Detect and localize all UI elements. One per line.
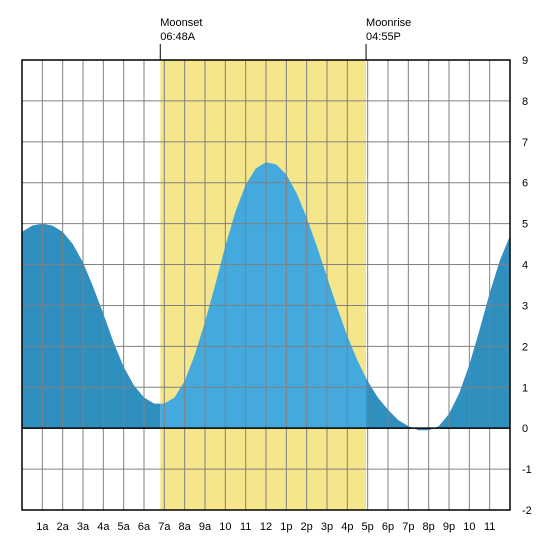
x-tick-label: 2p	[301, 521, 313, 533]
x-tick-label: 8p	[423, 521, 435, 533]
x-tick-label: 6p	[382, 521, 394, 533]
y-tick-label: 5	[522, 219, 528, 231]
y-tick-label: -2	[522, 505, 532, 517]
annotation-time: 04:55P	[366, 31, 401, 43]
x-tick-label: 7p	[402, 521, 414, 533]
x-tick-label: 10	[463, 521, 475, 533]
y-tick-label: 9	[522, 55, 528, 67]
x-tick-label: 5p	[362, 521, 374, 533]
x-tick-label: 4a	[97, 521, 110, 533]
annotation-label: Moonrise	[366, 17, 411, 29]
x-tick-label: 9p	[443, 521, 455, 533]
y-tick-label: 4	[522, 260, 528, 272]
y-tick-label: 3	[522, 300, 528, 312]
x-tick-label: 1a	[36, 521, 49, 533]
annotation-label: Moonset	[160, 17, 202, 29]
x-tick-label: 11	[484, 521, 495, 533]
x-tick-label: 12	[260, 521, 272, 533]
y-tick-label: 2	[522, 341, 528, 353]
y-tick-label: -1	[522, 464, 532, 476]
x-tick-label: 9a	[199, 521, 212, 533]
x-tick-label: 3a	[77, 521, 90, 533]
y-tick-label: 6	[522, 178, 528, 190]
x-tick-label: 10	[219, 521, 231, 533]
x-tick-label: 1p	[280, 521, 292, 533]
x-tick-label: 3p	[321, 521, 333, 533]
y-tick-label: 8	[522, 96, 528, 108]
annotation-time: 06:48A	[160, 31, 196, 43]
x-tick-label: 4p	[341, 521, 353, 533]
y-tick-label: 0	[522, 423, 528, 435]
x-tick-label: 7a	[158, 521, 171, 533]
x-tick-label: 5a	[118, 521, 131, 533]
tide-chart: 1a2a3a4a5a6a7a8a9a1011121p2p3p4p5p6p7p8p…	[0, 0, 550, 550]
x-tick-label: 6a	[138, 521, 151, 533]
x-tick-label: 2a	[57, 521, 70, 533]
y-tick-label: 1	[522, 382, 528, 394]
y-tick-label: 7	[522, 137, 528, 149]
x-tick-label: 8a	[179, 521, 192, 533]
x-tick-label: 11	[240, 521, 251, 533]
